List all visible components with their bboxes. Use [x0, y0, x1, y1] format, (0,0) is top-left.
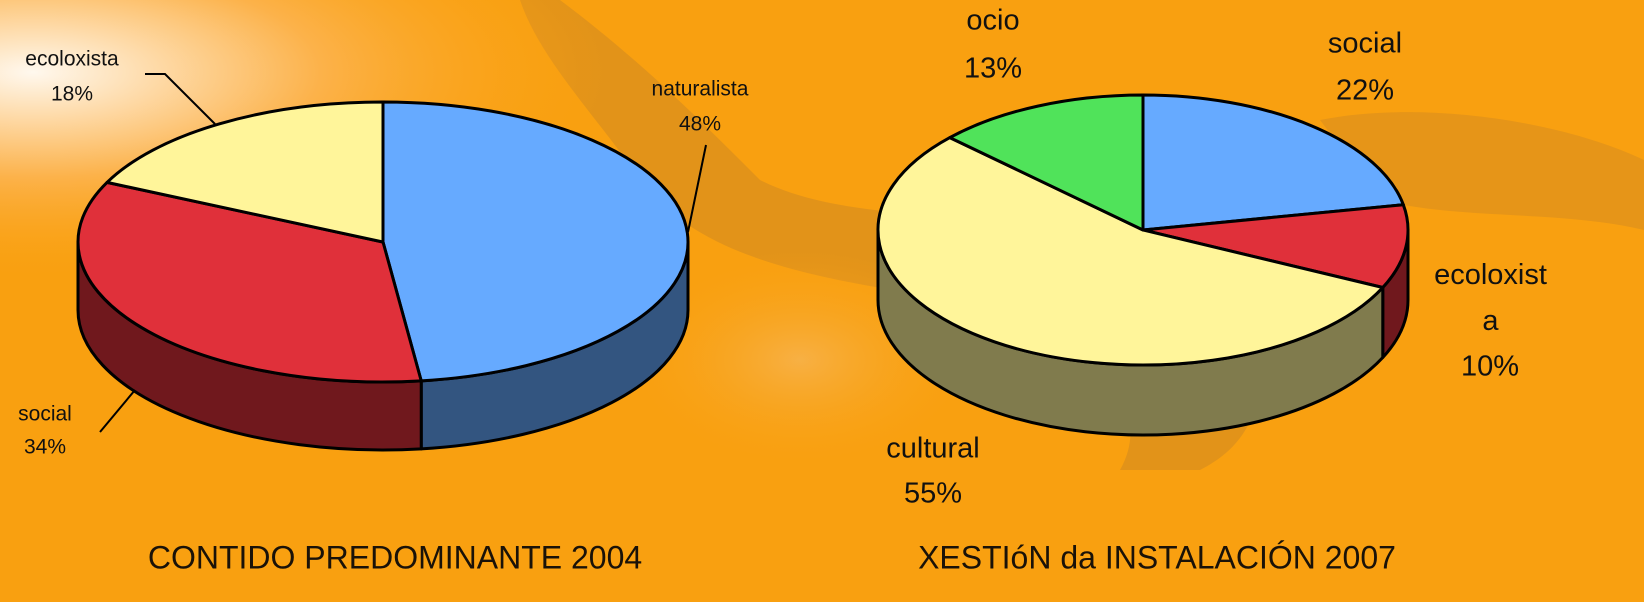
category-label: social [18, 403, 72, 426]
category-label: ocio [966, 5, 1019, 37]
chart-title: CONTIDO PREDOMINANTE 2004 [148, 539, 642, 575]
category-label: ecoloxista [25, 48, 119, 71]
slice [948, 93, 1145, 232]
leader-line [99, 389, 136, 433]
value-label: 34% [24, 436, 66, 459]
category-label: cultural [886, 433, 980, 465]
slice [381, 100, 690, 383]
category-label-box: ecoloxista [1434, 259, 1547, 337]
slice [876, 136, 1385, 367]
slice [1141, 203, 1410, 289]
value-label: 10% [1461, 351, 1519, 383]
value-label: 48% [679, 113, 721, 136]
leader-line [687, 144, 707, 233]
slice [105, 100, 385, 244]
chart-title: XESTIóN da INSTALACIÓN 2007 [918, 539, 1396, 575]
value-label: 55% [904, 478, 962, 510]
value-label: 22% [1336, 75, 1394, 107]
category-label: naturalista [652, 78, 749, 101]
value-label: 13% [964, 53, 1022, 85]
category-label: ecoloxista [1434, 259, 1547, 337]
leader-line [145, 73, 216, 125]
slice [1141, 93, 1405, 232]
value-label: 18% [51, 83, 93, 106]
category-label: social [1328, 28, 1402, 60]
